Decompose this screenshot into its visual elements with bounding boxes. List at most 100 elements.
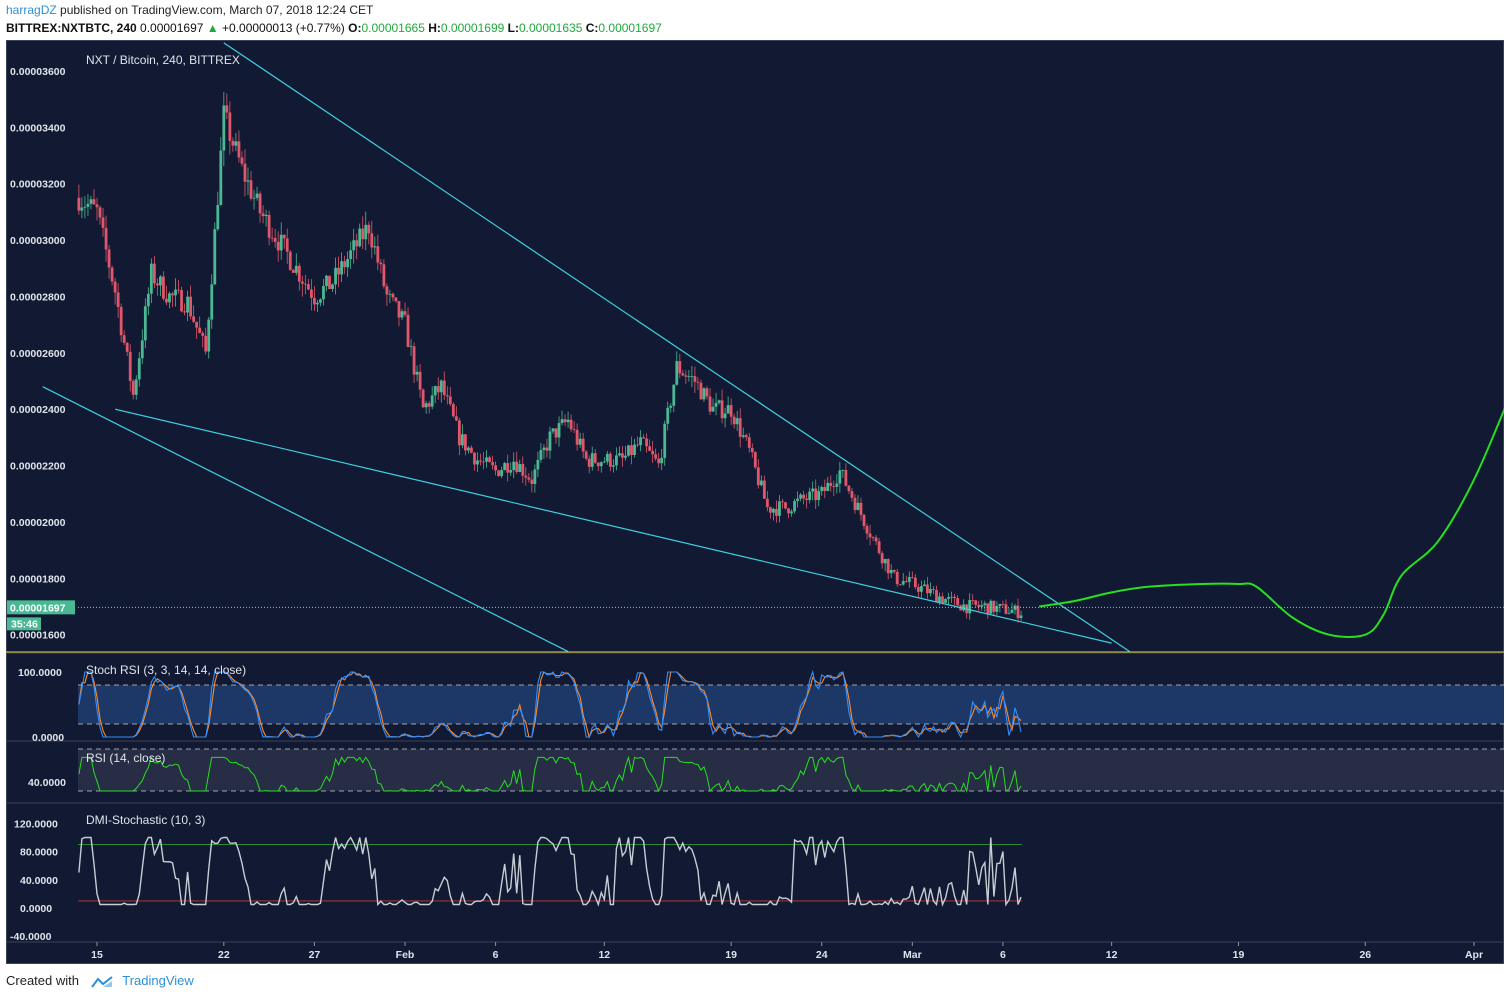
rsi-band (78, 749, 1504, 791)
candle-body (932, 589, 935, 591)
candle-body (720, 400, 724, 419)
candle-body (750, 447, 754, 453)
candle-body (276, 241, 280, 251)
candle-body (119, 306, 123, 336)
candle-body (155, 283, 159, 286)
candle-body (243, 163, 247, 182)
candle-body (784, 502, 787, 509)
candle-body (445, 395, 449, 397)
candle-body (941, 596, 944, 603)
candle-body (702, 388, 706, 400)
x-tick-label: 22 (218, 949, 230, 961)
candle-body (388, 293, 392, 295)
candle-body (895, 571, 899, 585)
candle-body (168, 293, 171, 303)
candle-body (319, 299, 322, 303)
x-tick-label: 26 (1359, 949, 1371, 961)
candle-body (889, 569, 893, 574)
candle-body (448, 396, 452, 405)
candle-body (140, 340, 144, 359)
candle-body (488, 457, 491, 463)
candle-body (726, 405, 730, 414)
candle-body (237, 141, 241, 158)
candle-body (614, 455, 618, 466)
candle-body (355, 240, 359, 247)
candle-body (829, 482, 833, 487)
candle-body (159, 276, 162, 286)
candle-body (86, 203, 90, 207)
candle-body (300, 281, 304, 284)
candle-body (808, 491, 812, 501)
x-tick-label: 19 (1233, 949, 1245, 961)
author-link[interactable]: harragDZ (6, 3, 57, 17)
high-label: H: (428, 21, 441, 35)
candle-body (334, 267, 337, 285)
candle-body (424, 403, 428, 408)
candle-body (551, 428, 555, 432)
candle-body (80, 207, 84, 211)
candle-body (204, 335, 208, 352)
candle-body (793, 501, 796, 512)
candle-body (983, 603, 987, 606)
candle-body (611, 465, 615, 467)
candle-body (953, 596, 957, 599)
candle-body (790, 511, 793, 514)
candle-body (705, 388, 709, 397)
candle-body (1007, 613, 1011, 614)
candle-body (231, 140, 235, 146)
candle-body (956, 598, 960, 606)
candle-body (279, 234, 283, 251)
candle-body (977, 604, 981, 607)
candle-body (406, 314, 410, 347)
candle-body (228, 112, 232, 141)
candle-body (349, 250, 353, 260)
rsi-line (78, 755, 1022, 793)
created-with-label: Created with (6, 973, 79, 988)
candle-body (687, 376, 691, 378)
candle-body (385, 286, 389, 295)
candle-body (799, 494, 802, 499)
candle-body (104, 227, 108, 250)
x-tick-label: 12 (1106, 949, 1118, 961)
candle-body (787, 508, 790, 514)
candle-body (811, 488, 815, 492)
candle-body (337, 267, 340, 275)
stoch-band (78, 685, 1504, 724)
candle-body (325, 275, 328, 287)
candle-body (412, 346, 416, 375)
candle-body (880, 553, 884, 564)
candle-body (273, 238, 277, 242)
candle-body (781, 501, 784, 503)
dmi-y-tick: 120.0000 (14, 818, 58, 830)
candle-body (729, 405, 733, 417)
candle-body (288, 251, 292, 270)
candle-body (666, 407, 670, 424)
candle-body (868, 533, 872, 538)
candle-body (146, 293, 150, 307)
dmi-y-tick: 80.0000 (20, 847, 58, 859)
candle-body (980, 605, 984, 607)
candle-body (853, 497, 857, 510)
candle-body (862, 514, 866, 527)
low-value: 0.00001635 (518, 21, 583, 35)
candle-body (198, 327, 202, 333)
candle-body (285, 238, 289, 252)
candle-body (249, 180, 253, 199)
candle-body (394, 297, 398, 302)
candle-body (83, 206, 87, 208)
candle-body (539, 450, 543, 460)
candle-body (759, 480, 763, 486)
y-tick-label: 0.00003600 (10, 66, 66, 78)
candle-body (352, 240, 356, 251)
projection-curve (1039, 407, 1504, 638)
candle-body (657, 458, 661, 464)
tradingview-link[interactable]: TradingView (122, 973, 194, 988)
candle-body (877, 541, 881, 554)
candle-body (732, 416, 736, 425)
chart-canvas[interactable]: 0.00003600 0.00003400 0.00003200 0.00003000… (6, 40, 1504, 964)
stoch-y-tick: 0.0000 (32, 732, 64, 744)
candle-body (436, 386, 440, 393)
dmi-y-tick: -40.0000 (10, 931, 52, 943)
candle-body (856, 502, 860, 510)
candle-body (545, 447, 549, 451)
